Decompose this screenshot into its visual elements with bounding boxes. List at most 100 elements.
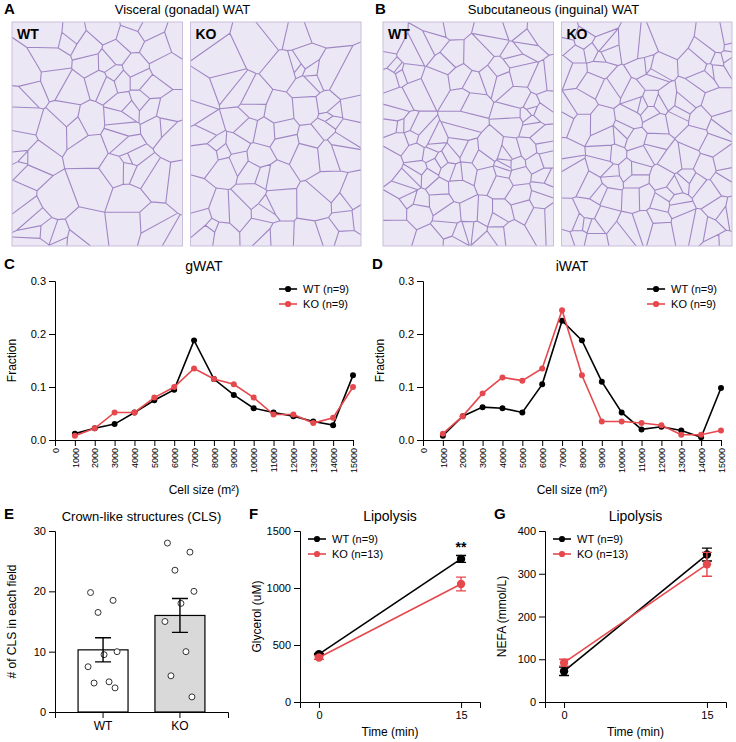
series-line [319, 584, 461, 658]
error-bar-line [456, 577, 466, 591]
plot-area: 0.00.10.20.30100020003000400050006000700… [5, 275, 359, 497]
x-tick-label: 5000 [150, 448, 160, 468]
x-tick-mark [622, 440, 623, 446]
y-tick: 0 [40, 706, 55, 718]
panel-label: E [4, 505, 14, 522]
x-axis: WT KO [56, 712, 229, 733]
data-point [315, 653, 323, 661]
x-tick-mark [319, 702, 320, 708]
y-tick: 0.0 [399, 434, 423, 446]
error-bar [559, 659, 569, 666]
x-tick-mark [353, 440, 354, 446]
x-axis-title: Cell size (m²) [169, 483, 240, 497]
x-tick: 1000 [439, 440, 449, 468]
x-tick-label: 11000 [269, 448, 279, 472]
x-tick: 10000 [249, 440, 259, 473]
x-tick: 8000 [210, 440, 220, 468]
series-line [443, 310, 721, 435]
x-tick: 11000 [637, 440, 647, 472]
data-point [92, 425, 98, 431]
image-background [562, 22, 733, 246]
legend-label: KO (n=9) [671, 298, 716, 310]
x-tick-mark [463, 440, 464, 446]
x-tick: 11000 [269, 440, 279, 472]
data-point [539, 365, 545, 371]
chart-title: gWAT [185, 258, 223, 274]
image-panel: BSubcutaneous (inguinal) WATWTKO [375, 0, 732, 246]
x-tick-label: 15000 [349, 448, 359, 473]
x-tick: KO [171, 712, 188, 733]
x-tick-label: WT [94, 719, 113, 733]
plot-area: 0102030WTKO# of CLS in each field [5, 525, 229, 733]
legend-marker [285, 286, 291, 292]
x-tick: 14000 [329, 440, 339, 473]
y-axis-line [539, 532, 546, 703]
x-tick: 1000 [71, 440, 81, 468]
x-tick: 3000 [110, 440, 120, 468]
y-tick-label: 0.2 [399, 328, 414, 340]
y-tick-label: 0.0 [399, 434, 414, 446]
x-tick-label: 6000 [170, 448, 180, 468]
x-tick: 13000 [677, 440, 687, 473]
x-tick-mark [313, 440, 314, 446]
y-tick-label: 200 [518, 611, 536, 623]
data-point [619, 409, 625, 415]
x-tick-mark [461, 702, 462, 708]
series-line [75, 340, 353, 433]
data-point [211, 376, 217, 382]
y-tick: 300 [518, 568, 545, 580]
data-point [211, 376, 217, 382]
data-point [480, 404, 486, 410]
y-axis: 0100200300400 [518, 525, 546, 708]
data-point [95, 609, 101, 615]
x-tick-label: 4000 [498, 448, 508, 468]
y-tick: 10 [34, 646, 55, 658]
data-point [85, 664, 91, 670]
y-tick-label: 0.1 [31, 381, 46, 393]
y-tick: 0.3 [399, 275, 423, 287]
y-tick-mark [294, 531, 300, 532]
x-tick-label: 15 [701, 709, 713, 721]
error-bar [559, 667, 569, 676]
histology-image: KO [191, 22, 362, 246]
x-tick: 12000 [289, 440, 299, 473]
x-tick-label: 3000 [110, 448, 120, 468]
y-tick-mark [49, 531, 55, 532]
x-tick: 14000 [697, 440, 707, 473]
data-point [579, 372, 585, 378]
y-tick-mark [539, 659, 545, 660]
y-tick: 0 [530, 696, 545, 708]
y-tick: 0.3 [31, 275, 55, 287]
image-label: WT [388, 26, 410, 42]
data-point [499, 405, 505, 411]
legend-item: KO (n=13) [553, 548, 628, 560]
x-axis: 0 15 [546, 702, 727, 721]
data-point [92, 425, 98, 431]
data-point [151, 395, 157, 401]
x-tick-mark [174, 440, 175, 446]
x-tick-label: 2000 [458, 448, 468, 468]
y-tick-label: 0 [530, 696, 536, 708]
panel-label: G [494, 505, 506, 522]
legend-marker [653, 286, 659, 292]
data-point [559, 307, 565, 313]
data-layer [78, 540, 205, 712]
data-point [251, 395, 257, 401]
x-tick-label: 7000 [558, 448, 568, 468]
x-tick-label: 1000 [439, 448, 449, 468]
data-point [718, 427, 724, 433]
x-tick-label: 0 [561, 709, 567, 721]
data-point [457, 555, 465, 563]
x-tick: 9000 [597, 440, 607, 468]
error-bar [95, 638, 111, 662]
y-tick-label: 1500 [267, 525, 291, 537]
y-axis: 0.00.10.20.3 [399, 275, 424, 446]
data-point [178, 600, 184, 606]
data-point [91, 680, 97, 686]
data-point [639, 426, 645, 432]
y-tick: 500 [273, 639, 300, 651]
y-tick-mark [49, 334, 55, 335]
data-layer [440, 307, 724, 440]
y-tick-mark [539, 574, 545, 575]
data-point [519, 378, 525, 384]
